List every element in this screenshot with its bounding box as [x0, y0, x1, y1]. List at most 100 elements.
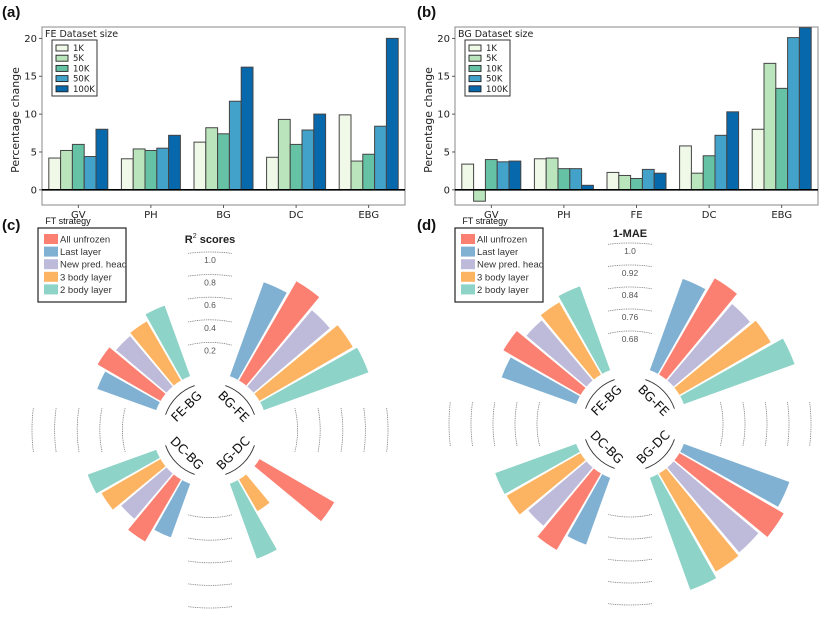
legend-swatch-100k — [55, 85, 69, 93]
bar-1k-dc — [679, 145, 692, 191]
bar-1k-dc — [266, 156, 279, 191]
bar-100k-gv — [508, 160, 522, 191]
legend-swatch-50k — [468, 75, 482, 83]
group-label-bg-dc: BG-DC — [213, 433, 253, 473]
bar-5k-gv — [60, 149, 73, 191]
radial-grid-arc — [386, 408, 389, 452]
legend-label: 5K — [486, 54, 497, 64]
bar-100k-dc — [313, 113, 327, 191]
polar-bar-new-pred-head-fe-bg — [114, 334, 174, 394]
radial-grid-arc — [787, 402, 790, 446]
radial-grid-arc — [188, 583, 232, 586]
polar-bar-last-layer-fe-bg — [96, 370, 161, 412]
radial-grid-arc — [76, 408, 80, 452]
polar-bar-last-layer-dc-bg — [153, 479, 192, 539]
radial-tick-label: 0.6 — [204, 300, 216, 310]
radial-grid-arc — [122, 408, 126, 452]
bar-chart-a: (a) 0 5 10 15 20 Percentage change GV PH BG DC EBG F… — [2, 4, 406, 221]
y-tick-label: 0 — [31, 185, 37, 196]
group-label-fe-bg: FE-BG — [588, 382, 625, 419]
x-tick-label: BG — [216, 210, 230, 221]
legend-title: FT strategy — [462, 216, 508, 226]
x-tick-label: PH — [144, 210, 158, 221]
radial-grid-arc — [188, 514, 232, 518]
bar-10k-ebg — [362, 153, 376, 191]
y-axis-label: Percentage change — [9, 67, 22, 173]
radial-tick-label: 1.0 — [204, 255, 216, 265]
metric-title: 1-MAE — [613, 228, 647, 240]
bar-10k-fe — [630, 177, 643, 191]
polar-bar-new-pred-head-dc-bg — [120, 466, 174, 520]
radial-grid-arc — [536, 402, 540, 446]
polar-bar-new-pred-head-bg-dc — [666, 460, 760, 554]
legend-label: 50K — [73, 75, 90, 85]
legend-label: New pred. head — [477, 260, 544, 271]
polar-bar-3-body-layer-bg-fe — [673, 319, 772, 397]
bar-1k-ebg — [751, 128, 765, 191]
metric-title-main: R — [185, 234, 193, 246]
radial-tick-label: 0.68 — [622, 334, 639, 344]
radial-grid-arc — [608, 286, 652, 290]
y-tick-label: 5 — [444, 147, 450, 158]
panel-label: (c) — [2, 217, 20, 234]
bar-100k-gv — [95, 128, 109, 191]
bar-10k-dc — [702, 155, 716, 191]
legend-label: 50K — [486, 75, 503, 85]
bar-5k-dc — [690, 172, 704, 191]
legend-label: 10K — [73, 64, 90, 74]
polar-bar-2-body-layer-bg-dc — [228, 479, 278, 560]
polar-bar-all-unfrozen-fe-bg — [96, 346, 167, 403]
y-tick-label: 10 — [24, 110, 37, 121]
x-tick-label: GV — [71, 210, 86, 221]
polar-bar-2-body-layer-fe-bg — [557, 285, 612, 375]
radial-tick-label: 0.8 — [204, 278, 216, 288]
radial-tick-label: 0.4 — [204, 323, 216, 333]
metric-title-sup: 2 — [193, 233, 197, 240]
radial-grid-arc — [188, 560, 232, 564]
bar-50k-gv — [496, 161, 510, 191]
bar-10k-gv — [484, 159, 498, 191]
legend-label: 2 body layer — [477, 285, 529, 296]
bar-1k-fe — [606, 171, 620, 191]
y-tick-label: 20 — [437, 34, 450, 45]
polar-bar-last-layer-bg-fe — [228, 281, 288, 381]
legend-swatch-3-body-layer — [461, 271, 475, 282]
legend-title: FT strategy — [45, 216, 91, 226]
bar-100k-fe — [653, 172, 667, 191]
legend-swatch-100k — [468, 85, 482, 93]
bar-50k-dc — [301, 129, 315, 191]
legend-label: 10K — [486, 64, 503, 74]
y-tick-label: 5 — [31, 147, 37, 158]
bar-1k-gv — [48, 157, 62, 191]
bar-50k-ebg — [374, 125, 387, 191]
polar-bar-new-pred-head-fe-bg — [525, 319, 594, 388]
bar-50k-fe — [641, 168, 655, 191]
legend-title: BG Dataset size — [458, 29, 534, 40]
legend-swatch-2-body-layer — [461, 284, 475, 295]
polar-bar-2-body-layer-fe-bg — [144, 304, 192, 381]
bar-1k-bg — [193, 141, 207, 191]
group-label-arc — [165, 445, 195, 475]
x-tick-label: EBG — [771, 210, 792, 221]
bar-10k-ph — [557, 168, 571, 191]
polar-bar-3-body-layer-dc-bg — [505, 451, 587, 516]
panel-label: (b) — [417, 4, 436, 21]
x-tick-label: PH — [557, 210, 571, 221]
bar-100k-ph — [168, 134, 181, 191]
polar-bar-3-body-layer-bg-dc — [657, 467, 740, 573]
legend-swatch-1k — [468, 44, 482, 52]
polar-bar-last-layer-fe-bg — [500, 356, 581, 406]
radial-grid-arc — [809, 402, 812, 446]
bar-100k-ebg — [385, 37, 399, 191]
polar-bar-new-pred-head-bg-fe — [666, 302, 752, 388]
group-label-arc — [645, 439, 675, 469]
radial-tick-label: 0.76 — [622, 312, 639, 322]
bar-50k-ebg — [787, 37, 800, 191]
polar-bar-3-body-layer-dc-bg — [100, 457, 167, 511]
legend-label: 1K — [73, 44, 84, 54]
radial-grid-arc — [31, 408, 34, 452]
bar-10k-bg — [217, 133, 230, 191]
radial-grid-arc — [188, 274, 232, 277]
polar-bar-all-unfrozen-bg-fe — [237, 280, 321, 387]
radial-grid-arc — [99, 408, 103, 452]
